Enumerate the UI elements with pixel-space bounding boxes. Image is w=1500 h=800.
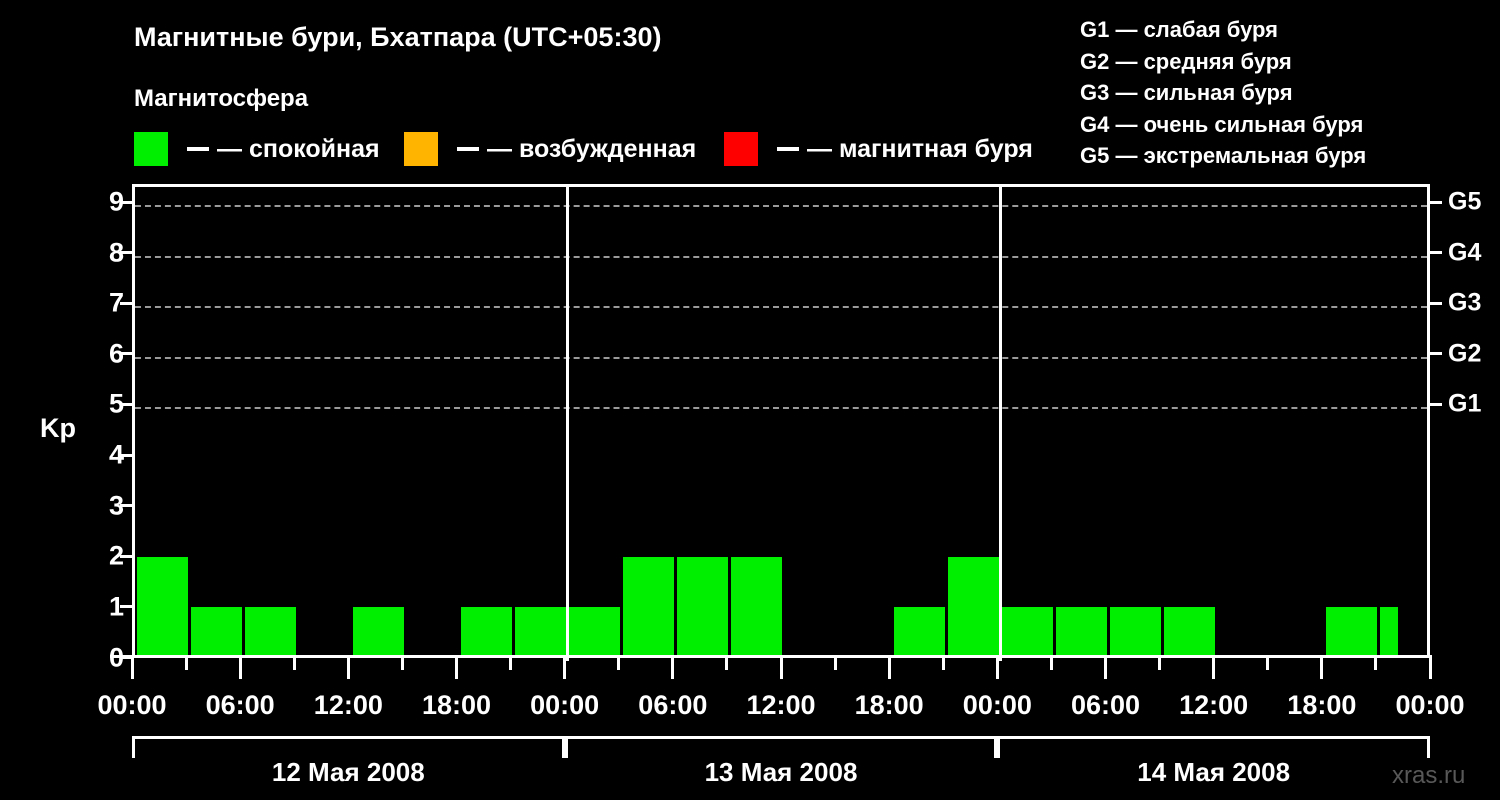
- y-tick-label-8: 8: [108, 237, 124, 268]
- y-tick-6: [120, 352, 132, 356]
- legend-item-storm: — магнитная буря: [724, 132, 1033, 166]
- x-axis-line: [110, 655, 1432, 658]
- g-label-g4: G4: [1448, 238, 1482, 267]
- bar-kp: [947, 556, 999, 658]
- g-tick-g5: [1430, 200, 1442, 204]
- bar-kp: [190, 607, 242, 658]
- y-tick-4: [120, 453, 132, 457]
- legend-label-quiet: — спокойная: [217, 135, 380, 163]
- y-tick-label-2: 2: [108, 540, 124, 571]
- y-tick-label-1: 1: [108, 591, 124, 622]
- bar-kp: [1110, 607, 1162, 658]
- legend-item-quiet: — спокойная: [134, 132, 380, 166]
- legend-swatch-storm: [724, 132, 758, 166]
- legend-item-active: — возбужденная: [404, 132, 696, 166]
- bar-kp: [352, 607, 404, 658]
- y-tick-7: [120, 301, 132, 305]
- date-label-3: 14 Мая 2008: [1137, 757, 1291, 787]
- chart-plot-area: [132, 184, 1430, 661]
- gridline-kp-7: [135, 306, 1427, 309]
- g-label-g3: G3: [1448, 288, 1482, 317]
- bar-kp: [244, 607, 296, 658]
- y-axis-labels: 0123456789: [62, 0, 124, 800]
- y-tick-label-6: 6: [108, 338, 124, 369]
- g-label-g1: G1: [1448, 389, 1482, 418]
- legend-label-active: — возбужденная: [487, 135, 697, 163]
- y-tick-0: [120, 656, 132, 659]
- y-tick-label-7: 7: [108, 287, 124, 318]
- date-label-2: 13 Мая 2008: [704, 757, 858, 787]
- bar-kp: [461, 607, 513, 658]
- bar-kp: [1001, 607, 1053, 658]
- storm-scale-g3: G3 — сильная буря: [1080, 80, 1293, 105]
- legend-dash-storm: [777, 147, 799, 151]
- bar-kp: [1326, 607, 1378, 658]
- bar-kp: [1380, 607, 1399, 658]
- bar-kp: [136, 556, 188, 658]
- bar-kp: [677, 556, 729, 658]
- g-tick-g3: [1430, 301, 1442, 305]
- date-bracket-1: [132, 736, 565, 758]
- legend-label-storm: — магнитная буря: [807, 135, 1033, 163]
- bar-kp: [1055, 607, 1107, 658]
- day-separator-1: [566, 187, 570, 661]
- day-separator-2: [998, 187, 1002, 661]
- legend-swatch-active: [404, 132, 438, 166]
- bar-kp: [569, 607, 621, 658]
- bar-kp: [893, 607, 945, 658]
- y-tick-label-3: 3: [108, 490, 124, 521]
- date-bracket-2: [564, 736, 998, 758]
- gridline-kp-9: [135, 205, 1427, 207]
- y-axis-title: Kp: [40, 413, 76, 443]
- date-bracket-3: [997, 736, 1430, 758]
- watermark: xras.ru: [1392, 762, 1466, 789]
- storm-scale-g2: G2 — средняя буря: [1080, 48, 1292, 74]
- y-tick-9: [120, 200, 132, 204]
- date-label-1: 12 Мая 2008: [271, 757, 425, 787]
- bar-kp: [1164, 607, 1216, 658]
- y-tick-label-9: 9: [108, 186, 124, 217]
- y-tick-5: [120, 402, 132, 406]
- page-title: Магнитные бури, Бхатпара (UTC+05:30): [134, 22, 662, 52]
- storm-scale-g5: G5 — экстремальная буря: [1080, 143, 1367, 168]
- g-label-g5: G5: [1448, 187, 1482, 216]
- g-label-g2: G2: [1448, 339, 1482, 368]
- g-tick-g1: [1430, 402, 1442, 406]
- bar-kp: [623, 556, 675, 658]
- y-tick-2: [120, 554, 132, 558]
- y-tick-8: [120, 251, 132, 255]
- y-tick-1: [120, 605, 132, 609]
- magnetosphere-subtitle: Магнитосфера: [134, 85, 309, 112]
- storm-scale-g1: G1 — слабая буря: [1080, 17, 1279, 42]
- bar-kp: [515, 607, 567, 658]
- bar-kp: [731, 556, 783, 658]
- legend-swatch-quiet: [134, 132, 168, 166]
- y-tick-3: [120, 504, 132, 508]
- gridline-kp-5: [135, 407, 1427, 410]
- y-tick-label-5: 5: [108, 388, 124, 419]
- g-tick-g2: [1430, 352, 1442, 356]
- gridline-kp-6: [135, 356, 1427, 359]
- g-tick-g4: [1430, 251, 1442, 255]
- legend-dash-quiet: [187, 147, 209, 151]
- storm-scale-legend: G1 — слабая буря G2 — средняя буря G3 — …: [1080, 14, 1366, 172]
- storm-scale-g4: G4 — очень сильная буря: [1080, 111, 1364, 137]
- gridline-kp-8: [135, 255, 1427, 258]
- plot-inner: [135, 187, 1427, 661]
- legend-dash-active: [457, 147, 479, 151]
- y-tick-label-4: 4: [108, 439, 124, 470]
